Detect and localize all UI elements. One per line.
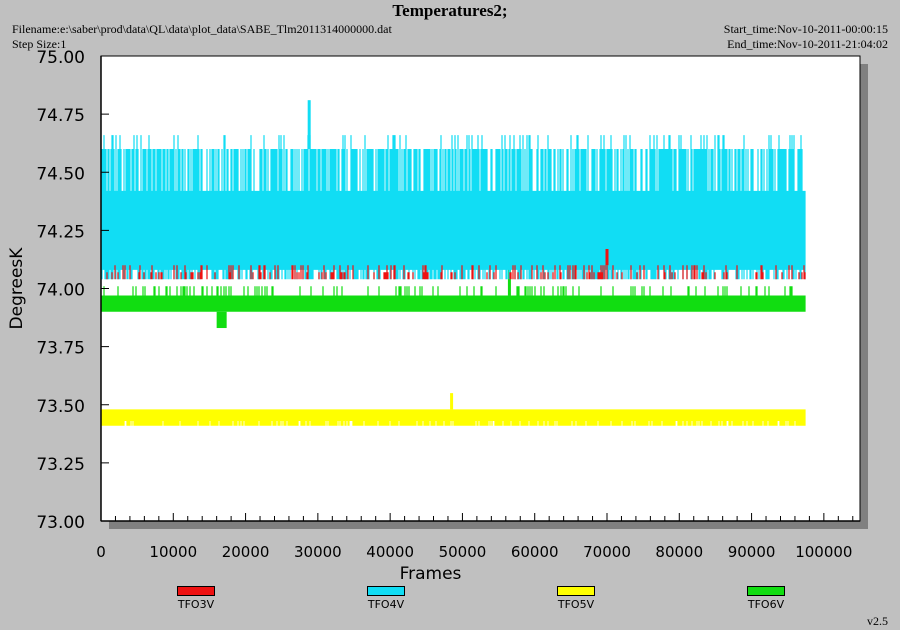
x-tick-label: 30000 <box>294 543 342 561</box>
y-tick-label: 73.00 <box>36 513 85 533</box>
y-tick-label: 73.75 <box>36 339 85 359</box>
legend-item-tfo5v: TFO5V <box>546 586 606 611</box>
legend-label-tfo5v: TFO5V <box>557 598 595 611</box>
y-tick-label: 74.25 <box>36 222 85 242</box>
x-axis-label: Frames <box>400 564 462 584</box>
x-tick-label: 100000 <box>795 543 852 561</box>
end-time-label: End_time:Nov-10-2011-21:04:02 <box>727 37 888 51</box>
legend-item-tfo3v: TFO3V <box>166 586 226 611</box>
filename-label: Filename:e:\saber\prod\data\QL\data\plot… <box>12 22 392 36</box>
legend-item-tfo4v: TFO4V <box>356 586 416 611</box>
x-tick-label: 0 <box>96 543 106 561</box>
x-tick-label: 50000 <box>439 543 487 561</box>
x-tick-label: 80000 <box>655 543 703 561</box>
x-tick-label: 60000 <box>511 543 559 561</box>
legend-swatch-tfo3v <box>177 586 215 596</box>
y-tick-label: 74.75 <box>36 106 85 126</box>
series-tfo3v-band <box>106 265 806 280</box>
x-tick-label: 90000 <box>728 543 776 561</box>
series-tfo3v <box>106 248 806 280</box>
x-tick-label: 40000 <box>366 543 414 561</box>
series-tfo5v <box>101 393 806 426</box>
x-tick-label: 20000 <box>222 543 270 561</box>
x-tick-label: 10000 <box>149 543 197 561</box>
legend-swatch-tfo6v <box>747 586 785 596</box>
series-tfo4v <box>101 100 806 280</box>
y-tick-label: 74.00 <box>36 281 85 301</box>
legend-swatch-tfo5v <box>557 586 595 596</box>
series-tfo5v-band <box>101 409 806 426</box>
x-tick-label: 70000 <box>583 543 631 561</box>
chart-title: Temperatures2; <box>392 1 508 20</box>
version-label: v2.5 <box>867 614 888 628</box>
start-time-label: Start_time:Nov-10-2011-00:00:15 <box>723 22 888 36</box>
y-tick-label: 73.50 <box>36 397 85 417</box>
series-tfo6v-min-dip <box>216 311 227 329</box>
series-tfo4v-band <box>101 135 806 280</box>
legend-swatch-tfo4v <box>367 586 405 596</box>
y-tick-label: 75.00 <box>36 48 85 68</box>
step-size-label: Step Size:1 <box>12 37 67 51</box>
legend-label-tfo3v: TFO3V <box>177 598 215 611</box>
legend-label-tfo4v: TFO4V <box>367 598 405 611</box>
y-axis-label: DegreesK <box>7 247 27 330</box>
legend-item-tfo6v: TFO6V <box>736 586 796 611</box>
y-tick-label: 74.50 <box>36 164 85 184</box>
series-tfo6v-band <box>101 286 806 312</box>
legend-label-tfo6v: TFO6V <box>747 598 785 611</box>
y-tick-label: 73.25 <box>36 455 85 475</box>
